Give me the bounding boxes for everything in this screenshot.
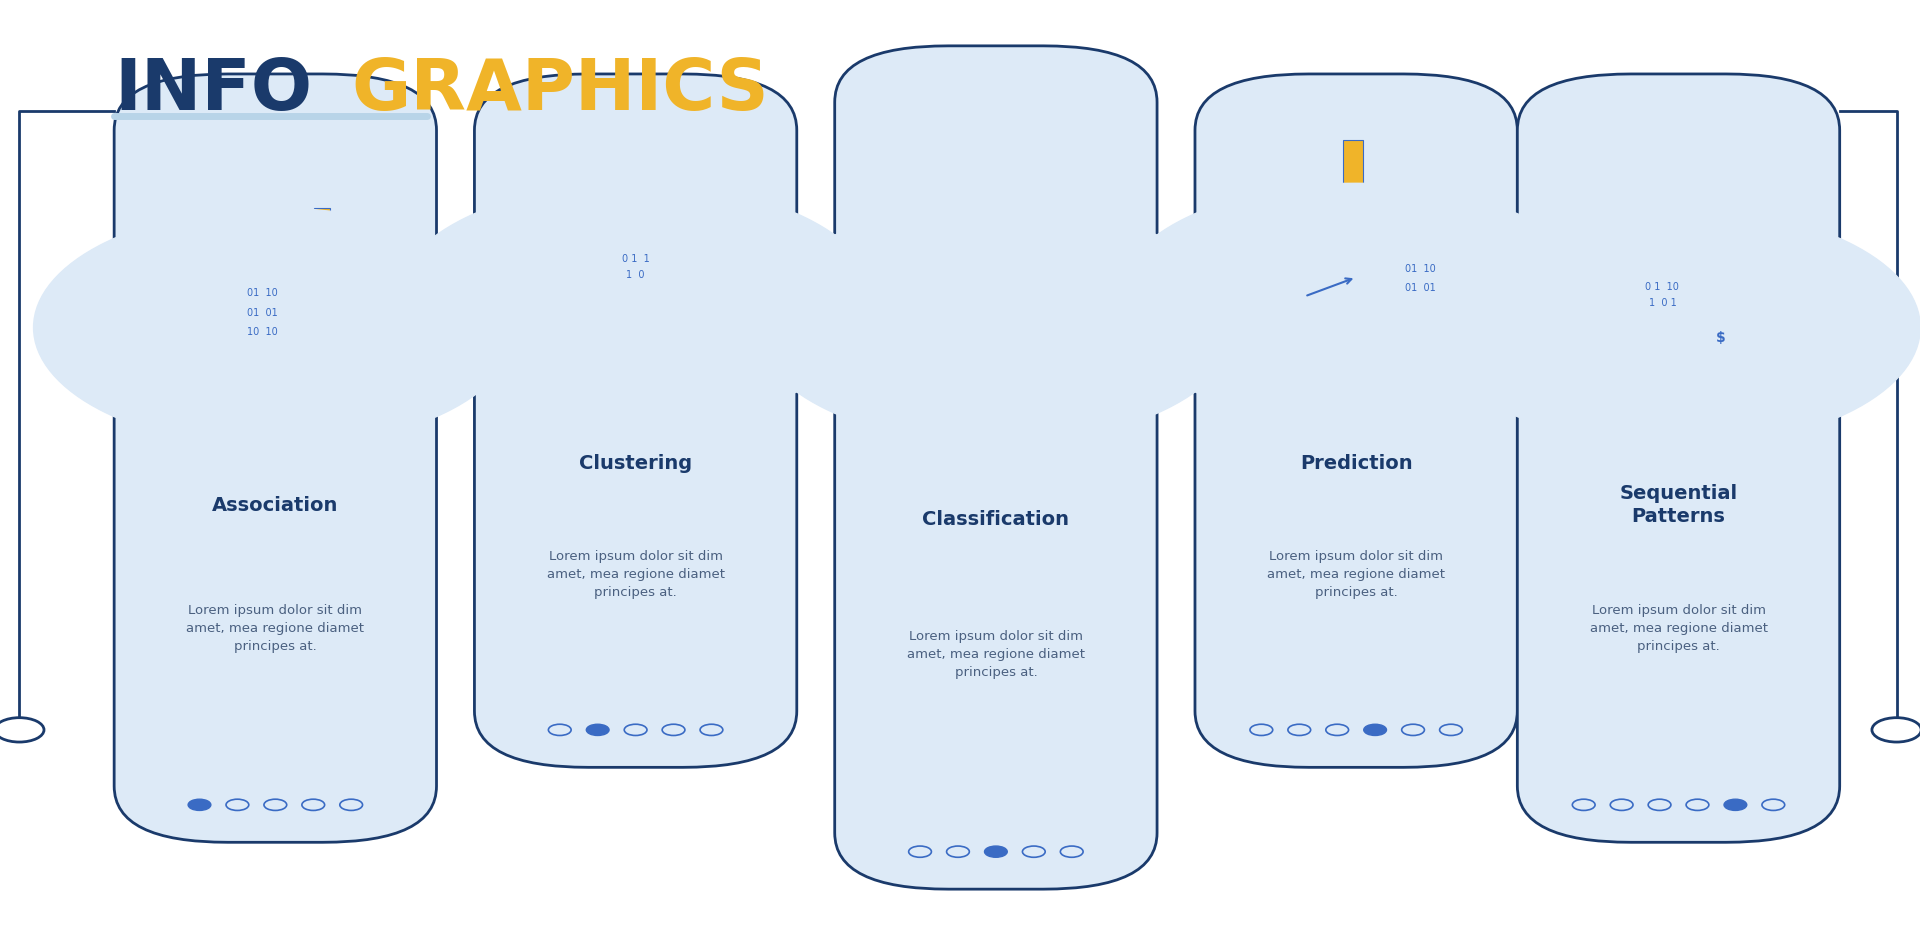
Polygon shape bbox=[1597, 302, 1682, 343]
Text: $: $ bbox=[1716, 330, 1726, 344]
Bar bbox=[1344, 141, 1363, 310]
Circle shape bbox=[394, 184, 877, 423]
Bar bbox=[269, 302, 284, 349]
Circle shape bbox=[607, 303, 626, 313]
Circle shape bbox=[1569, 302, 1607, 322]
Text: 01  01: 01 01 bbox=[248, 307, 278, 317]
FancyBboxPatch shape bbox=[234, 296, 284, 329]
Text: 01  10: 01 10 bbox=[248, 288, 278, 299]
Circle shape bbox=[188, 799, 211, 811]
FancyBboxPatch shape bbox=[931, 306, 1027, 327]
Bar bbox=[1279, 269, 1369, 313]
FancyBboxPatch shape bbox=[474, 75, 797, 768]
Bar bbox=[626, 287, 645, 300]
FancyBboxPatch shape bbox=[835, 47, 1158, 889]
Circle shape bbox=[588, 305, 684, 353]
Circle shape bbox=[326, 290, 417, 334]
Text: 0 1  1: 0 1 1 bbox=[622, 254, 649, 264]
Text: Association: Association bbox=[211, 495, 338, 514]
Text: Lorem ipsum dolor sit dim
amet, mea regione diamet
principes at.: Lorem ipsum dolor sit dim amet, mea regi… bbox=[186, 603, 365, 652]
Circle shape bbox=[1705, 312, 1741, 329]
Circle shape bbox=[755, 206, 1238, 444]
Circle shape bbox=[1686, 301, 1763, 340]
FancyBboxPatch shape bbox=[1517, 75, 1839, 842]
Circle shape bbox=[1114, 184, 1597, 423]
Text: Classification: Classification bbox=[922, 509, 1069, 528]
Circle shape bbox=[1344, 314, 1375, 330]
Text: Sequential
Patterns: Sequential Patterns bbox=[1619, 484, 1738, 526]
Circle shape bbox=[985, 846, 1008, 857]
Circle shape bbox=[1692, 324, 1749, 352]
Circle shape bbox=[931, 315, 1048, 373]
Text: GRAPHICS: GRAPHICS bbox=[351, 56, 768, 125]
Circle shape bbox=[612, 318, 659, 340]
Text: 01  10: 01 10 bbox=[1405, 263, 1436, 273]
FancyBboxPatch shape bbox=[113, 75, 436, 842]
FancyBboxPatch shape bbox=[252, 316, 338, 353]
FancyBboxPatch shape bbox=[931, 293, 1027, 314]
Circle shape bbox=[586, 724, 609, 736]
Circle shape bbox=[1363, 323, 1394, 339]
Text: 1  0 1: 1 0 1 bbox=[1649, 298, 1676, 308]
Text: Lorem ipsum dolor sit dim
amet, mea regione diamet
principes at.: Lorem ipsum dolor sit dim amet, mea regi… bbox=[1267, 549, 1446, 598]
Circle shape bbox=[349, 301, 396, 324]
FancyBboxPatch shape bbox=[931, 281, 1027, 300]
Circle shape bbox=[1436, 209, 1920, 447]
Circle shape bbox=[0, 718, 44, 742]
Circle shape bbox=[1724, 799, 1747, 811]
Text: Prediction: Prediction bbox=[1300, 453, 1413, 473]
Text: Lorem ipsum dolor sit dim
amet, mea regione diamet
principes at.: Lorem ipsum dolor sit dim amet, mea regi… bbox=[906, 629, 1085, 678]
Text: Lorem ipsum dolor sit dim
amet, mea regione diamet
principes at.: Lorem ipsum dolor sit dim amet, mea regi… bbox=[1590, 603, 1768, 652]
Circle shape bbox=[1363, 724, 1386, 736]
FancyBboxPatch shape bbox=[1050, 286, 1121, 315]
Text: Lorem ipsum dolor sit dim
amet, mea regione diamet
principes at.: Lorem ipsum dolor sit dim amet, mea regi… bbox=[547, 549, 724, 598]
Bar bbox=[292, 256, 307, 349]
FancyBboxPatch shape bbox=[1050, 309, 1121, 338]
Bar bbox=[1292, 254, 1311, 310]
Circle shape bbox=[1872, 718, 1920, 742]
Text: 10  10: 10 10 bbox=[248, 327, 278, 336]
Bar bbox=[1317, 197, 1336, 310]
Circle shape bbox=[1382, 314, 1415, 330]
Text: 01  01: 01 01 bbox=[1405, 283, 1436, 293]
Circle shape bbox=[626, 303, 645, 313]
Circle shape bbox=[645, 303, 664, 313]
Circle shape bbox=[33, 209, 516, 447]
Text: Clustering: Clustering bbox=[580, 453, 693, 473]
Bar bbox=[315, 209, 330, 349]
Circle shape bbox=[1375, 281, 1415, 300]
FancyBboxPatch shape bbox=[1405, 287, 1488, 335]
Polygon shape bbox=[588, 271, 684, 287]
FancyBboxPatch shape bbox=[1194, 75, 1517, 768]
Text: INFO: INFO bbox=[113, 56, 313, 125]
Text: 1  0: 1 0 bbox=[626, 270, 645, 280]
Text: 0 1  10: 0 1 10 bbox=[1645, 282, 1680, 292]
